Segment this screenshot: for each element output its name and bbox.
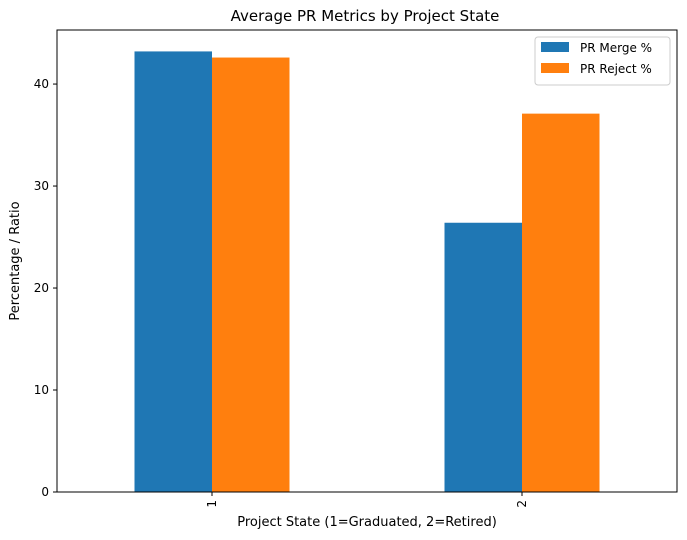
y-tick-label: 10 <box>34 383 49 397</box>
y-axis-label: Percentage / Ratio <box>8 201 23 320</box>
legend: PR Merge % PR Reject % <box>534 36 671 86</box>
legend-label: PR Reject % <box>580 62 652 76</box>
legend-label: PR Merge % <box>580 41 652 55</box>
y-tick-label: 30 <box>34 179 49 193</box>
plot-frame <box>56 29 678 493</box>
chart-title: Average PR Metrics by Project State <box>231 7 500 25</box>
bars-group <box>134 51 600 493</box>
bar-pr-reject-1 <box>212 57 290 492</box>
y-tick-label: 0 <box>41 485 49 499</box>
bar-pr-merge-2 <box>444 222 522 492</box>
bar-pr-merge-1 <box>134 51 212 493</box>
x-axis-label: Project State (1=Graduated, 2=Retired) <box>237 515 497 530</box>
y-tick-label: 40 <box>34 77 49 91</box>
x-tick-label: 1 <box>205 500 219 508</box>
legend-swatch <box>541 42 569 52</box>
y-axis: 0 10 20 30 40 <box>34 77 57 499</box>
y-tick-label: 20 <box>34 281 49 295</box>
legend-swatch <box>541 63 569 73</box>
bar-pr-reject-2 <box>522 113 600 492</box>
x-tick-label: 2 <box>515 500 529 508</box>
